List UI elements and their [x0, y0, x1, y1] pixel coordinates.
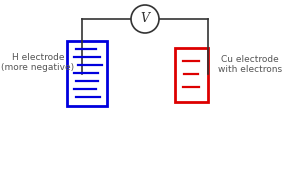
Text: (more negative): (more negative) [1, 62, 75, 72]
Bar [175, 48, 208, 102]
Text: H electrode: H electrode [12, 53, 64, 61]
Bar [67, 41, 107, 106]
Text: V: V [140, 13, 150, 26]
Circle shape [131, 5, 159, 33]
Text: with electrons: with electrons [218, 65, 282, 73]
Text: Cu electrode: Cu electrode [221, 54, 279, 64]
